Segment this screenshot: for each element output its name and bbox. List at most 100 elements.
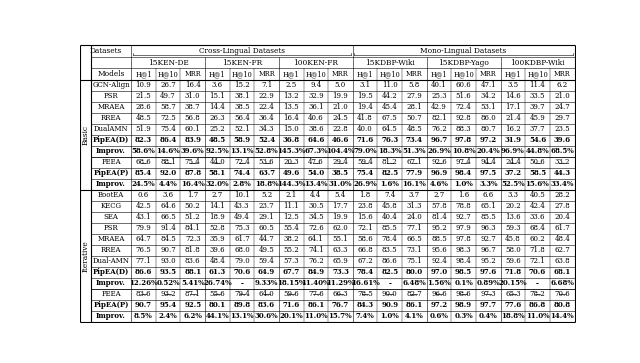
Text: 3.1: 3.1 <box>360 81 371 89</box>
Text: 68.4: 68.4 <box>530 224 545 232</box>
Text: 38.6: 38.6 <box>308 125 324 133</box>
Text: 21.4: 21.4 <box>505 114 521 122</box>
Text: 77.1: 77.1 <box>136 257 151 265</box>
Text: 6.68%: 6.68% <box>550 279 574 287</box>
Text: MRR: MRR <box>406 70 423 78</box>
Text: 7.4: 7.4 <box>384 191 396 199</box>
Text: 10.1: 10.1 <box>234 191 250 199</box>
Text: 11.1: 11.1 <box>284 202 299 210</box>
Text: 88.1: 88.1 <box>160 158 176 166</box>
Text: 82.7: 82.7 <box>406 290 422 298</box>
Text: 14.4%: 14.4% <box>550 312 574 320</box>
Text: 22.9: 22.9 <box>259 93 275 101</box>
Text: 6.6: 6.6 <box>483 191 494 199</box>
Text: 80.8: 80.8 <box>554 301 571 309</box>
Text: 84.5: 84.5 <box>160 235 176 243</box>
Text: 56.4: 56.4 <box>234 114 250 122</box>
Text: 54.0: 54.0 <box>307 169 324 177</box>
Text: 52.4: 52.4 <box>258 136 275 144</box>
Text: 60.6: 60.6 <box>456 81 472 89</box>
Text: 78.4: 78.4 <box>356 268 374 276</box>
Text: 90.7: 90.7 <box>160 246 176 254</box>
Text: 11.0%: 11.0% <box>525 312 549 320</box>
Text: 70.6: 70.6 <box>554 290 570 298</box>
Text: 75.1: 75.1 <box>406 257 422 265</box>
Text: 0.4%: 0.4% <box>479 312 498 320</box>
Text: PipEA(D): PipEA(D) <box>93 136 129 144</box>
Text: 37.7: 37.7 <box>530 125 545 133</box>
Text: 71.8: 71.8 <box>504 268 522 276</box>
Text: 79.9: 79.9 <box>136 224 151 232</box>
Text: 24.7: 24.7 <box>554 103 570 111</box>
Text: 97.2: 97.2 <box>431 301 447 309</box>
Text: 88.5: 88.5 <box>431 235 447 243</box>
Text: 71.6: 71.6 <box>356 136 374 144</box>
Text: PSR: PSR <box>104 224 118 232</box>
Text: 92.7: 92.7 <box>481 235 496 243</box>
Text: Improv.: Improv. <box>96 279 126 287</box>
Text: 86.8: 86.8 <box>529 301 546 309</box>
Text: 20.1%: 20.1% <box>280 312 303 320</box>
Text: 10.9: 10.9 <box>136 81 151 89</box>
Text: 52.8: 52.8 <box>209 224 225 232</box>
Text: 85.5: 85.5 <box>481 213 496 221</box>
Text: 76.2: 76.2 <box>431 125 447 133</box>
Text: 12.5: 12.5 <box>284 213 299 221</box>
Text: 45.8: 45.8 <box>382 202 397 210</box>
Text: SEA: SEA <box>104 213 118 221</box>
Text: H@10: H@10 <box>232 70 252 78</box>
Text: 22.4: 22.4 <box>259 103 275 111</box>
Text: 50.2: 50.2 <box>185 202 200 210</box>
Text: 92.8: 92.8 <box>456 114 472 122</box>
Text: 16.4: 16.4 <box>185 81 200 89</box>
Text: 20.4: 20.4 <box>554 213 570 221</box>
Text: 82.5: 82.5 <box>381 169 398 177</box>
Text: 62.7: 62.7 <box>554 246 570 254</box>
Text: 97.6: 97.6 <box>479 268 497 276</box>
Text: 47.1: 47.1 <box>481 81 496 89</box>
Text: 28.6: 28.6 <box>136 103 151 111</box>
Text: 63.3: 63.3 <box>333 246 348 254</box>
Text: 24.5%: 24.5% <box>132 180 156 188</box>
Text: 3.3: 3.3 <box>508 191 518 199</box>
Text: 20.3: 20.3 <box>284 158 299 166</box>
Text: 81.2: 81.2 <box>382 158 397 166</box>
Text: 67.3%: 67.3% <box>304 147 328 155</box>
Text: 55.4: 55.4 <box>284 224 299 232</box>
Text: 65.9: 65.9 <box>333 257 348 265</box>
Text: 86.6: 86.6 <box>382 257 397 265</box>
Text: 38.7: 38.7 <box>185 103 200 111</box>
Text: 72.1: 72.1 <box>530 257 545 265</box>
Text: 66.8: 66.8 <box>357 246 373 254</box>
Text: 23.5: 23.5 <box>554 125 570 133</box>
Text: MRR: MRR <box>332 70 349 78</box>
Text: H@1: H@1 <box>357 70 373 78</box>
Text: 92.5: 92.5 <box>184 301 202 309</box>
Text: 20.4%: 20.4% <box>476 147 500 155</box>
Text: 145.3%: 145.3% <box>277 147 305 155</box>
Text: 36.8: 36.8 <box>283 136 300 144</box>
Text: 98.4: 98.4 <box>455 169 472 177</box>
Text: 64.6: 64.6 <box>307 136 324 144</box>
Text: 75.3: 75.3 <box>234 224 250 232</box>
Text: 87.8: 87.8 <box>184 169 202 177</box>
Text: H@10: H@10 <box>527 70 548 78</box>
Text: 43.1: 43.1 <box>136 213 151 221</box>
Text: -: - <box>536 279 539 287</box>
Text: 96.9%: 96.9% <box>501 147 525 155</box>
Text: 0.6%: 0.6% <box>429 312 449 320</box>
Text: 72.4: 72.4 <box>234 158 250 166</box>
Text: 6.48%: 6.48% <box>403 279 426 287</box>
Text: 33.6: 33.6 <box>530 213 545 221</box>
Text: H@1: H@1 <box>504 70 521 78</box>
Text: 144.3%: 144.3% <box>277 180 305 188</box>
Text: 96.9: 96.9 <box>430 169 447 177</box>
Text: 94.4: 94.4 <box>481 158 496 166</box>
Text: 64.1: 64.1 <box>308 235 324 243</box>
Text: H@1: H@1 <box>283 70 300 78</box>
Text: 44.8%: 44.8% <box>525 147 549 155</box>
Text: 32.0%: 32.0% <box>205 180 229 188</box>
Text: Improv.: Improv. <box>96 312 126 320</box>
Text: 4.1%: 4.1% <box>405 312 424 320</box>
Text: 27.9: 27.9 <box>406 93 422 101</box>
